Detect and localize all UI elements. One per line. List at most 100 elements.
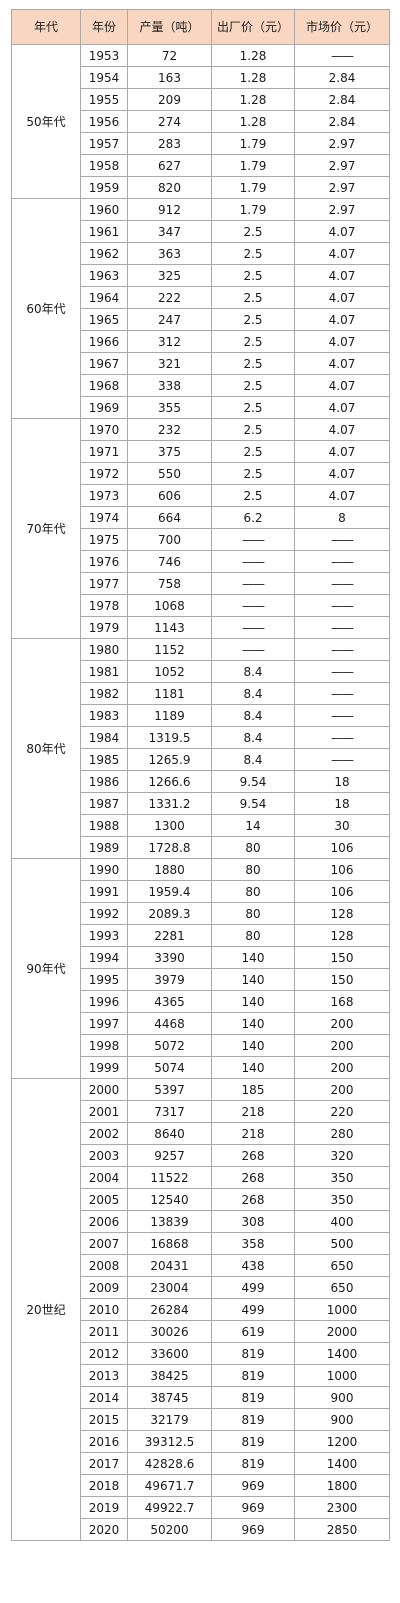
factory-price-cell: 9.54 <box>211 770 295 793</box>
year-cell: 1959 <box>80 176 128 199</box>
output-cell: 50200 <box>127 1518 212 1541</box>
year-cell: 1995 <box>80 968 128 991</box>
factory-price-cell: 2.5 <box>211 264 295 287</box>
output-cell: 1300 <box>127 814 212 837</box>
market-price-cell: 106 <box>294 858 390 881</box>
market-price-cell: 150 <box>294 968 390 991</box>
table-row: 1974 664 6.2 8 <box>12 506 390 529</box>
output-cell: 4365 <box>127 990 212 1013</box>
market-price-cell: 2850 <box>294 1518 390 1541</box>
market-price-cell: 4.07 <box>294 484 390 507</box>
output-cell: 23004 <box>127 1276 212 1299</box>
table-row: 2012 33600 819 1400 <box>12 1342 390 1365</box>
market-price-cell: 2.97 <box>294 132 390 155</box>
market-price-cell: —— <box>294 528 390 551</box>
market-price-cell: 500 <box>294 1232 390 1255</box>
table-row: 60年代 1960 912 1.79 2.97 <box>11 198 390 419</box>
header-year: 年份 <box>80 9 128 45</box>
output-cell: 363 <box>127 242 212 265</box>
table-row: 2007 16868 358 500 <box>12 1232 390 1255</box>
year-cell: 1988 <box>80 814 128 837</box>
factory-price-cell: 819 <box>211 1408 295 1431</box>
market-price-cell: 1800 <box>294 1474 390 1497</box>
factory-price-cell: 140 <box>211 1034 295 1057</box>
table-row: 2018 49671.7 969 1800 <box>12 1474 390 1497</box>
factory-price-cell: 80 <box>211 836 295 859</box>
market-price-cell: —— <box>294 748 390 771</box>
year-cell: 1978 <box>80 594 128 617</box>
year-cell: 2017 <box>80 1452 128 1475</box>
table-row: 1977 758 —— —— <box>12 572 390 595</box>
table-row: 2009 23004 499 650 <box>12 1276 390 1299</box>
factory-price-cell: 140 <box>211 1012 295 1035</box>
year-cell: 2009 <box>80 1276 128 1299</box>
table-row: 2014 38745 819 900 <box>12 1386 390 1409</box>
factory-price-cell: 2.5 <box>211 462 295 485</box>
year-cell: 1997 <box>80 1012 128 1035</box>
factory-price-cell: 2.5 <box>211 396 295 419</box>
market-price-cell: 200 <box>294 1056 390 1079</box>
table-row: 1987 1331.2 9.54 18 <box>12 792 390 815</box>
output-cell: 1152 <box>127 638 212 661</box>
year-cell: 1953 <box>80 44 128 67</box>
year-cell: 2006 <box>80 1210 128 1233</box>
market-price-cell: 220 <box>294 1100 390 1123</box>
market-price-cell: 4.07 <box>294 308 390 331</box>
factory-price-cell: 819 <box>211 1342 295 1365</box>
factory-price-cell: —— <box>211 638 295 661</box>
output-cell: 11522 <box>127 1166 212 1189</box>
year-cell: 2014 <box>80 1386 128 1409</box>
header-factory-price: 出厂价（元） <box>211 9 295 45</box>
header-row: 年代 年份 产量（吨） 出厂价（元） 市场价（元） <box>11 9 390 45</box>
output-cell: 1189 <box>127 704 212 727</box>
factory-price-cell: 140 <box>211 946 295 969</box>
output-cell: 1959.4 <box>127 880 212 903</box>
market-price-cell: 150 <box>294 946 390 969</box>
factory-price-cell: 8.4 <box>211 748 295 771</box>
year-cell: 1964 <box>80 286 128 309</box>
output-cell: 49922.7 <box>127 1496 212 1519</box>
output-cell: 1728.8 <box>127 836 212 859</box>
output-cell: 5074 <box>127 1056 212 1079</box>
factory-price-cell: 1.28 <box>211 66 295 89</box>
output-cell: 39312.5 <box>127 1430 212 1453</box>
factory-price-cell: 80 <box>211 858 295 881</box>
year-cell: 1967 <box>80 352 128 375</box>
factory-price-cell: 969 <box>211 1518 295 1541</box>
year-cell: 2004 <box>80 1166 128 1189</box>
factory-price-cell: 438 <box>211 1254 295 1277</box>
table-row: 1986 1266.6 9.54 18 <box>12 770 390 793</box>
factory-price-cell: 819 <box>211 1386 295 1409</box>
output-cell: 49671.7 <box>127 1474 212 1497</box>
market-price-cell: 2.97 <box>294 198 390 221</box>
output-cell: 347 <box>127 220 212 243</box>
year-cell: 1973 <box>80 484 128 507</box>
market-price-cell: 4.07 <box>294 286 390 309</box>
table-row: 1975 700 —— —— <box>12 528 390 551</box>
table-row: 1997 4468 140 200 <box>12 1012 390 1035</box>
table-row: 1966 312 2.5 4.07 <box>12 330 390 353</box>
year-cell: 1971 <box>80 440 128 463</box>
year-cell: 2008 <box>80 1254 128 1277</box>
factory-price-cell: 8.4 <box>211 682 295 705</box>
output-cell: 3979 <box>127 968 212 991</box>
market-price-cell: 18 <box>294 770 390 793</box>
output-cell: 274 <box>127 110 212 133</box>
year-cell: 2015 <box>80 1408 128 1431</box>
factory-price-cell: 268 <box>211 1166 295 1189</box>
year-cell: 2002 <box>80 1122 128 1145</box>
output-cell: 312 <box>127 330 212 353</box>
year-cell: 1983 <box>80 704 128 727</box>
year-cell: 1972 <box>80 462 128 485</box>
table-row: 1964 222 2.5 4.07 <box>12 286 390 309</box>
output-cell: 355 <box>127 396 212 419</box>
factory-price-cell: 140 <box>211 990 295 1013</box>
factory-price-cell: 2.5 <box>211 220 295 243</box>
market-price-cell: 18 <box>294 792 390 815</box>
output-cell: 9257 <box>127 1144 212 1167</box>
factory-price-cell: 619 <box>211 1320 295 1343</box>
market-price-cell: —— <box>294 704 390 727</box>
decade-cell: 70年代 <box>11 418 81 639</box>
market-price-cell: —— <box>294 572 390 595</box>
output-cell: 1266.6 <box>127 770 212 793</box>
